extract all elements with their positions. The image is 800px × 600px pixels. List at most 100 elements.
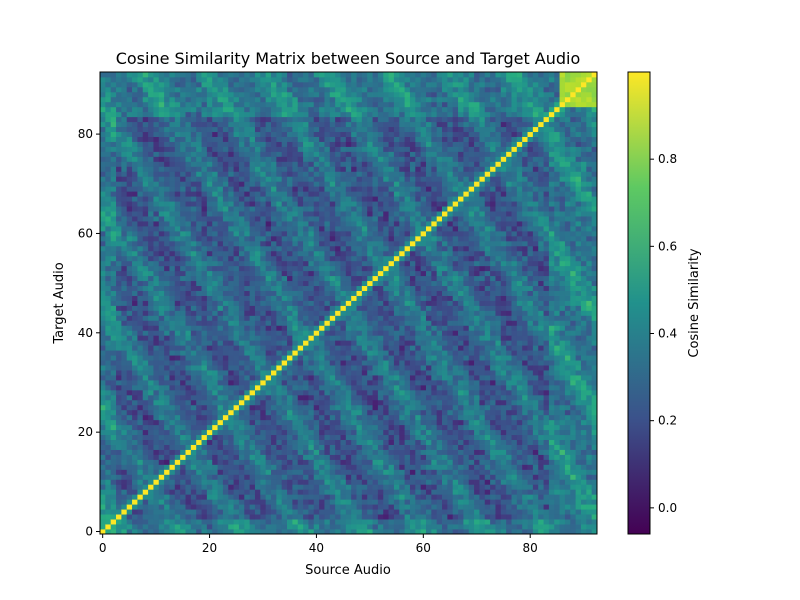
heatmap-cell <box>297 260 304 267</box>
heatmap-cell <box>164 151 170 157</box>
heatmap-cell <box>372 106 379 113</box>
heatmap-cell <box>372 290 379 296</box>
heatmap-cell <box>297 86 304 93</box>
heatmap-cell <box>121 186 128 192</box>
heatmap-cell <box>260 295 267 301</box>
heatmap-cell <box>196 305 202 311</box>
heatmap-cell <box>287 280 293 287</box>
heatmap-cell <box>116 295 122 301</box>
heatmap-cell <box>361 414 368 421</box>
heatmap-cell <box>148 86 154 93</box>
heatmap-cell <box>292 479 299 485</box>
heatmap-cell <box>185 206 192 212</box>
heatmap-cell <box>201 196 208 202</box>
heatmap-cell <box>324 86 331 93</box>
heatmap-cell <box>276 226 283 232</box>
heatmap-cell <box>297 255 304 262</box>
heatmap-cell <box>367 494 373 500</box>
heatmap-cell <box>196 166 202 172</box>
heatmap-cell <box>260 424 267 431</box>
heatmap-cell <box>222 444 229 450</box>
heatmap-cell <box>287 434 293 441</box>
heatmap-cell <box>201 360 208 366</box>
heatmap-cell <box>116 340 122 346</box>
heatmap-cell <box>254 191 261 197</box>
heatmap-cell <box>148 141 154 147</box>
heatmap-cell <box>249 514 256 520</box>
heatmap-cell <box>265 499 272 505</box>
heatmap-cell <box>281 380 288 386</box>
heatmap-cell <box>100 360 106 366</box>
heatmap-cell <box>233 186 240 192</box>
heatmap-cell <box>132 479 138 485</box>
heatmap-cell <box>169 270 176 277</box>
heatmap-cell <box>335 414 341 421</box>
heatmap-cell <box>233 389 240 396</box>
heatmap-cell <box>121 191 128 197</box>
heatmap-cell <box>206 91 213 98</box>
heatmap-cell <box>126 469 133 475</box>
heatmap-cell <box>185 131 192 137</box>
heatmap-cell <box>351 360 357 366</box>
heatmap-cell <box>137 141 144 147</box>
heatmap-cell <box>254 469 261 475</box>
heatmap-cell <box>372 514 379 520</box>
heatmap-cell <box>367 226 373 232</box>
heatmap-cell <box>137 275 144 282</box>
heatmap-cell <box>105 230 112 237</box>
heatmap-cell <box>351 156 357 162</box>
heatmap-cell <box>100 345 106 351</box>
heatmap-cell <box>367 91 373 98</box>
heatmap-cell <box>303 375 309 381</box>
heatmap-cell <box>148 206 154 212</box>
heatmap-cell <box>228 439 234 445</box>
heatmap-cell <box>324 514 331 520</box>
heatmap-cell <box>116 429 122 436</box>
heatmap-cell <box>126 330 133 336</box>
heatmap-cell <box>137 230 144 237</box>
heatmap-cell <box>105 340 112 346</box>
heatmap-cell <box>105 211 112 217</box>
heatmap-cell <box>361 250 368 257</box>
heatmap-cell <box>308 454 315 460</box>
heatmap-cell <box>335 335 341 341</box>
heatmap-cell <box>142 529 149 535</box>
heatmap-cell <box>271 474 277 480</box>
heatmap-cell <box>260 449 267 455</box>
heatmap-cell <box>377 101 384 108</box>
heatmap-cell <box>356 111 363 118</box>
heatmap-cell <box>212 285 218 291</box>
heatmap-cell <box>356 389 363 396</box>
heatmap-cell <box>169 499 176 505</box>
heatmap-cell <box>308 469 315 475</box>
heatmap-cell <box>233 429 240 436</box>
heatmap-cell <box>308 399 315 406</box>
heatmap-cell <box>313 429 320 436</box>
heatmap-cell <box>105 320 112 326</box>
heatmap-cell <box>281 245 288 252</box>
heatmap-cell <box>244 111 251 118</box>
heatmap-cell <box>287 394 293 401</box>
heatmap-cell <box>116 439 122 445</box>
heatmap-cell <box>137 191 144 197</box>
heatmap-cell <box>169 519 176 525</box>
heatmap-cell <box>105 434 112 441</box>
heatmap-cell <box>142 360 149 366</box>
heatmap-cell <box>196 171 202 177</box>
heatmap-cell <box>244 345 251 351</box>
heatmap-cell <box>377 191 384 197</box>
heatmap-cell <box>297 141 304 147</box>
heatmap-cell <box>345 151 352 157</box>
heatmap-cell <box>238 365 245 371</box>
heatmap-cell <box>303 131 309 137</box>
heatmap-cell <box>281 489 288 495</box>
heatmap-cell <box>153 106 160 113</box>
heatmap-cell <box>281 404 288 411</box>
heatmap-cell <box>367 335 373 341</box>
heatmap-cell <box>329 191 336 197</box>
heatmap-cell <box>137 350 144 356</box>
heatmap-cell <box>137 370 144 376</box>
heatmap-cell <box>164 201 170 207</box>
heatmap-cell <box>222 449 229 455</box>
heatmap-cell <box>340 380 347 386</box>
